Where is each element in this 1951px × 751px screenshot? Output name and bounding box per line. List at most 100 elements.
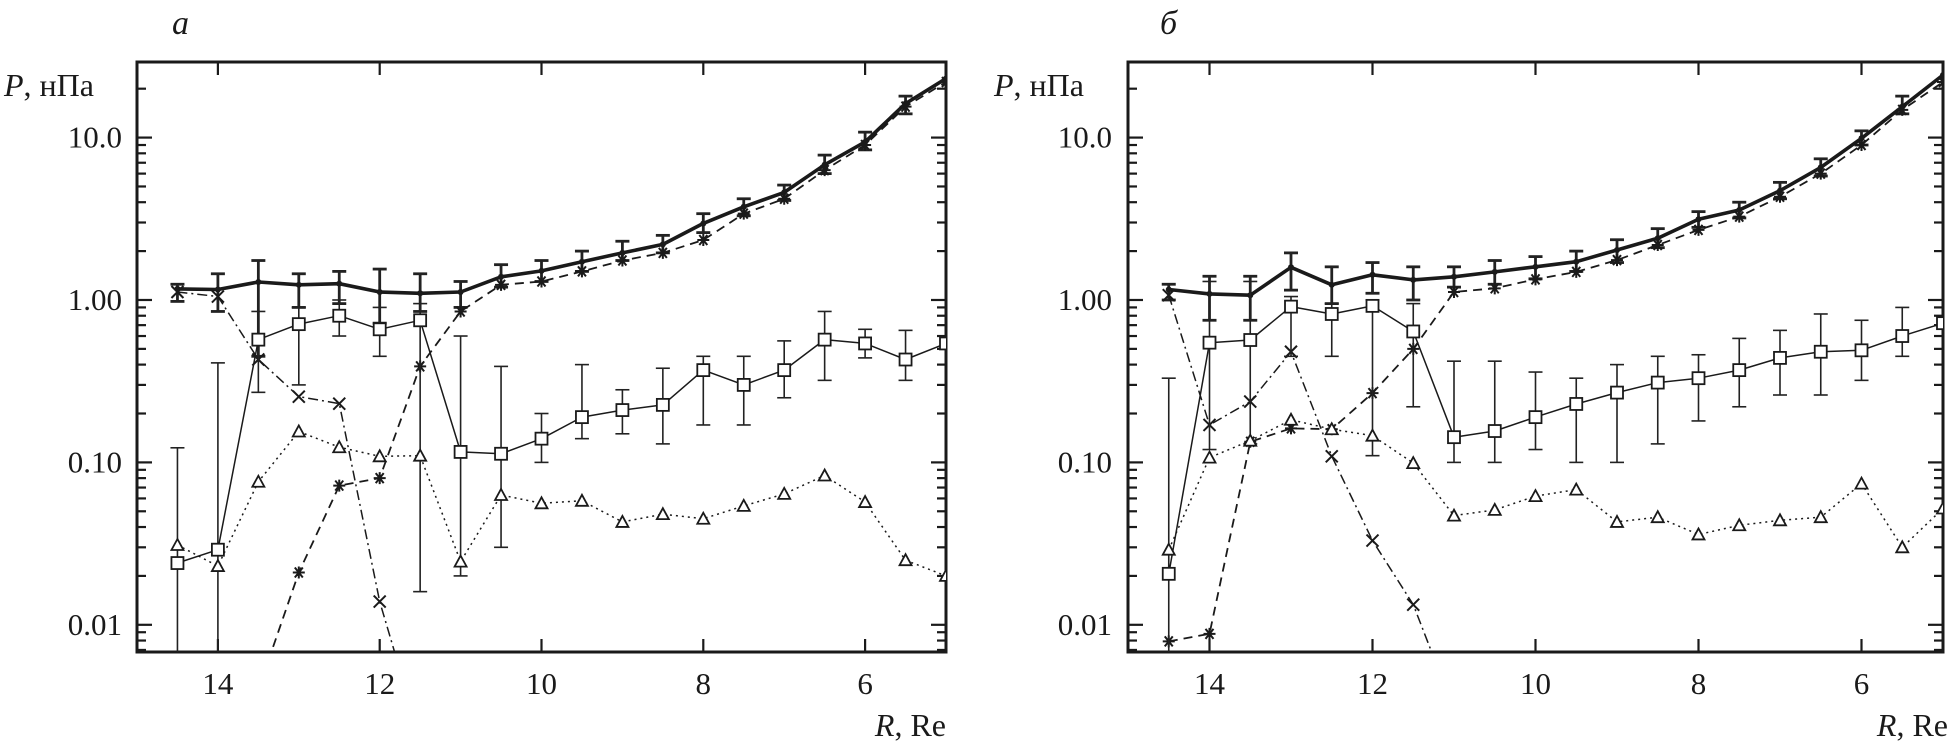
y-axis-unit: , нПа xyxy=(24,67,94,103)
data-point-square xyxy=(777,363,792,378)
y-tick-label: 0.01 xyxy=(68,607,122,642)
data-point-triangle xyxy=(1894,539,1910,554)
data-point-square xyxy=(1936,316,1943,331)
x-tick-label: 6 xyxy=(857,666,873,701)
data-point-triangle xyxy=(614,514,630,528)
data-point-square xyxy=(1528,410,1543,425)
y-tick-label: 1.00 xyxy=(1058,282,1112,317)
data-point-square xyxy=(494,446,508,461)
data-point-asterisk xyxy=(859,139,872,152)
data-point-square xyxy=(1365,298,1380,313)
data-point-triangle xyxy=(1609,514,1625,528)
series-line xyxy=(1168,419,1943,551)
data-point-cross xyxy=(1365,533,1380,548)
data-point-triangle xyxy=(1487,502,1503,516)
data-point-square xyxy=(1243,333,1258,347)
data-point-asterisk xyxy=(1733,210,1746,223)
series-triangle xyxy=(1161,411,1943,556)
series-triangle xyxy=(169,423,946,582)
data-point-cross xyxy=(292,389,306,404)
data-point-square xyxy=(817,332,832,347)
y-tick-label: 10.0 xyxy=(68,120,122,155)
data-point-square xyxy=(1854,343,1869,358)
data-point-triangle xyxy=(1568,481,1584,496)
data-point-cross xyxy=(414,732,426,744)
x-tick-label: 10 xyxy=(526,666,557,701)
data-point-square xyxy=(1732,363,1747,378)
data-point-triangle xyxy=(1161,541,1177,556)
x-tick-label: 12 xyxy=(1357,666,1388,701)
data-point-square xyxy=(655,397,670,412)
data-point-square xyxy=(251,332,266,347)
data-point-square xyxy=(898,352,913,367)
data-point-asterisk xyxy=(1570,265,1583,278)
data-point-triangle xyxy=(817,467,833,482)
data-point-triangle xyxy=(1446,507,1462,522)
data-point-asterisk xyxy=(1529,273,1542,286)
data-point-triangle xyxy=(372,448,388,463)
x-axis-unit: , Re xyxy=(1896,707,1948,743)
data-point-cross xyxy=(211,289,225,304)
data-point-square xyxy=(413,313,428,328)
series-line xyxy=(1168,294,1433,652)
data-point-asterisk xyxy=(575,265,588,278)
data-point xyxy=(255,279,262,286)
data-point-triangle xyxy=(736,497,752,512)
data-point xyxy=(1817,164,1824,171)
data-point-cross xyxy=(1406,597,1420,612)
data-point-square xyxy=(615,403,630,417)
data-point-triangle xyxy=(695,510,711,525)
data-point-asterisk xyxy=(940,75,946,88)
data-point xyxy=(1451,273,1457,280)
data-point xyxy=(1614,247,1620,254)
data-point xyxy=(1410,276,1417,283)
y-tick-label: 0.10 xyxy=(68,444,122,479)
series-none xyxy=(1161,71,1943,322)
data-point-asterisk xyxy=(252,683,264,695)
data-point xyxy=(1532,263,1539,270)
data-point-cross xyxy=(1448,704,1460,716)
series-line xyxy=(177,76,946,296)
data-point-asterisk xyxy=(656,246,669,259)
data-point xyxy=(336,280,343,287)
data-point-triangle xyxy=(169,537,185,551)
y-axis-variable: P xyxy=(3,67,24,103)
data-point xyxy=(1654,235,1661,242)
data-point-triangle xyxy=(938,568,946,582)
y-tick-label: 1.00 xyxy=(68,282,122,317)
data-point-triangle xyxy=(1527,488,1544,503)
series-square xyxy=(1161,280,1943,652)
data-point-square xyxy=(736,378,751,392)
data-point-asterisk xyxy=(899,100,912,113)
data-point xyxy=(417,290,424,297)
data-point-triangle xyxy=(1935,500,1943,515)
data-point-triangle xyxy=(655,506,671,521)
data-point xyxy=(659,241,666,248)
data-point-square xyxy=(1447,430,1461,445)
data-point-asterisk xyxy=(454,305,467,318)
data-point-triangle xyxy=(1242,432,1258,447)
data-point-asterisk xyxy=(1814,167,1827,180)
data-point-triangle xyxy=(1650,509,1666,524)
data-point-asterisk xyxy=(1855,139,1868,152)
panel-a: а P, нПа R, Re 10.0 1.00 0.10 0.01 14 12 10 8 6 xyxy=(3,5,948,744)
data-point-square xyxy=(1284,299,1298,314)
data-point-cross xyxy=(1325,449,1339,464)
x-tick-label: 8 xyxy=(696,666,712,701)
data-point-square xyxy=(1487,424,1502,438)
data-point-triangle xyxy=(533,495,550,510)
data-point xyxy=(1328,281,1335,288)
data-point-triangle xyxy=(1853,475,1870,490)
data-point-square xyxy=(1610,385,1624,400)
series-none xyxy=(170,75,946,358)
data-point-square xyxy=(372,322,387,337)
data-point xyxy=(214,286,221,293)
data-point-triangle xyxy=(776,485,792,500)
data-point-square xyxy=(1324,307,1339,321)
data-point-asterisk xyxy=(616,254,629,267)
data-point-asterisk xyxy=(1611,254,1623,267)
data-point-asterisk xyxy=(1448,285,1460,298)
x-axis-label: R, Re xyxy=(1876,707,1948,743)
y-tick-label: 0.01 xyxy=(1058,607,1112,642)
